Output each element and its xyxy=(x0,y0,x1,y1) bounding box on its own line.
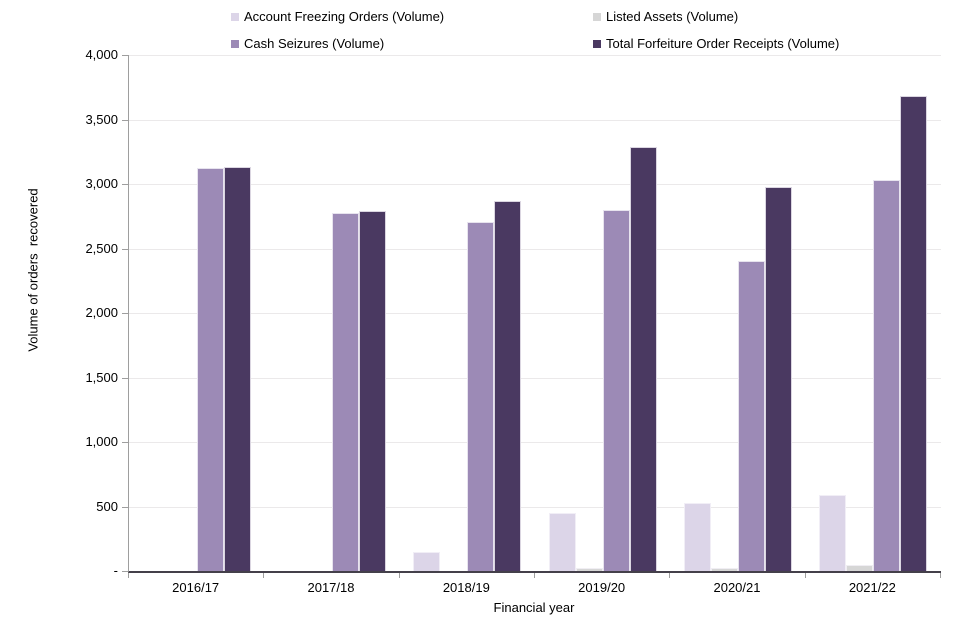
gridline-4000 xyxy=(129,55,941,56)
x-axis-category-label: 2017/18 xyxy=(307,580,355,595)
bar-total-forfeiture-order-receipts-volume-2018-19 xyxy=(494,201,522,571)
plot-area xyxy=(128,55,941,573)
legend-item-label: Listed Assets (Volume) xyxy=(606,9,739,24)
bar-total-forfeiture-order-receipts-volume-2020-21 xyxy=(765,187,792,571)
bar-listed-assets-volume-2020-21 xyxy=(711,567,738,571)
x-axis-category-label: 2021/22 xyxy=(848,580,896,595)
x-axis-tick xyxy=(804,573,806,578)
gridline-3500 xyxy=(129,119,941,121)
legend-swatch-icon xyxy=(593,12,601,21)
y-axis-tick-label: 500 xyxy=(96,498,118,514)
y-axis-tick-label: 3,000 xyxy=(85,176,118,191)
bar-cash-seizures-volume-2016-17 xyxy=(196,167,224,571)
x-axis-category-label: 2018/19 xyxy=(442,580,490,595)
gridline-2000 xyxy=(129,313,941,314)
x-axis-tick xyxy=(263,573,265,578)
x-axis-category-label: 2019/20 xyxy=(578,580,626,595)
bar-listed-assets-volume-2021-22 xyxy=(846,565,874,571)
legend-swatch-icon xyxy=(231,39,239,48)
legend-swatch-icon xyxy=(593,39,601,48)
x-axis-title: Financial year xyxy=(493,600,575,615)
x-axis-tick xyxy=(128,573,129,578)
bar-account-freezing-orders-volume-2019-20 xyxy=(548,512,576,571)
y-axis-tick-label: 2,000 xyxy=(85,305,118,320)
bar-total-forfeiture-order-receipts-volume-2019-20 xyxy=(629,146,657,571)
y-axis-tick-label: - xyxy=(113,563,118,578)
bar-total-forfeiture-order-receipts-volume-2017-18 xyxy=(359,211,386,571)
y-axis-tick xyxy=(122,442,128,443)
bar-account-freezing-orders-volume-2018-19 xyxy=(413,551,441,571)
y-axis-tick xyxy=(122,184,128,185)
bar-listed-assets-volume-2019-20 xyxy=(575,567,603,571)
gridline-3000 xyxy=(129,184,941,185)
x-axis-tick xyxy=(669,573,671,578)
gridline-500 xyxy=(129,506,941,508)
y-axis-tick xyxy=(122,119,128,121)
bar-cash-seizures-volume-2019-20 xyxy=(602,209,630,571)
legend-item-listed-assets-volume: Listed Assets (Volume) xyxy=(593,9,839,24)
x-axis-category-label: 2020/21 xyxy=(713,580,761,595)
bar-cash-seizures-volume-2021-22 xyxy=(873,180,901,571)
bar-account-freezing-orders-volume-2020-21 xyxy=(684,502,711,571)
legend-item-label: Total Forfeiture Order Receipts (Volume) xyxy=(606,36,840,51)
bar-total-forfeiture-order-receipts-volume-2021-22 xyxy=(900,95,928,571)
x-axis-tick xyxy=(398,573,400,578)
x-axis-tick xyxy=(940,573,941,578)
bar-total-forfeiture-order-receipts-volume-2016-17 xyxy=(223,166,251,571)
legend-swatch-icon xyxy=(231,12,239,21)
gridline-1000 xyxy=(129,442,941,443)
gridline-1500 xyxy=(129,377,941,379)
bar-account-freezing-orders-volume-2021-22 xyxy=(819,494,847,571)
y-axis-tick-label: 3,500 xyxy=(85,111,118,127)
y-axis-tick-label: 2,500 xyxy=(85,240,118,256)
legend-item-account-freezing-orders-volume: Account Freezing Orders (Volume) xyxy=(231,9,593,24)
y-axis-title: Volume of orders recovered xyxy=(25,188,41,352)
x-axis-tick xyxy=(534,573,535,578)
y-axis-tick xyxy=(122,55,128,56)
bar-cash-seizures-volume-2017-18 xyxy=(332,213,359,571)
y-axis-tick-label: 1,000 xyxy=(85,434,118,449)
bar-cash-seizures-volume-2020-21 xyxy=(738,261,765,571)
y-axis-tick xyxy=(122,377,128,379)
y-axis-tick xyxy=(122,571,128,572)
legend-item-total-forfeiture-order-receipts-volume: Total Forfeiture Order Receipts (Volume) xyxy=(593,36,839,51)
legend-item-label: Account Freezing Orders (Volume) xyxy=(244,9,445,24)
y-axis-tick-label: 4,000 xyxy=(85,47,118,62)
y-axis-tick xyxy=(122,313,128,314)
y-axis-tick xyxy=(122,506,128,508)
legend-item-cash-seizures-volume: Cash Seizures (Volume) xyxy=(231,36,593,51)
legend: Account Freezing Orders (Volume) Listed A… xyxy=(231,9,839,51)
x-axis-category-label: 2016/17 xyxy=(172,580,220,595)
bar-cash-seizures-volume-2018-19 xyxy=(467,222,495,571)
y-axis-tick xyxy=(122,248,128,250)
legend-item-label: Cash Seizures (Volume) xyxy=(244,36,385,51)
gridline-2500 xyxy=(129,248,941,250)
y-axis-tick-label: 1,500 xyxy=(85,369,118,385)
